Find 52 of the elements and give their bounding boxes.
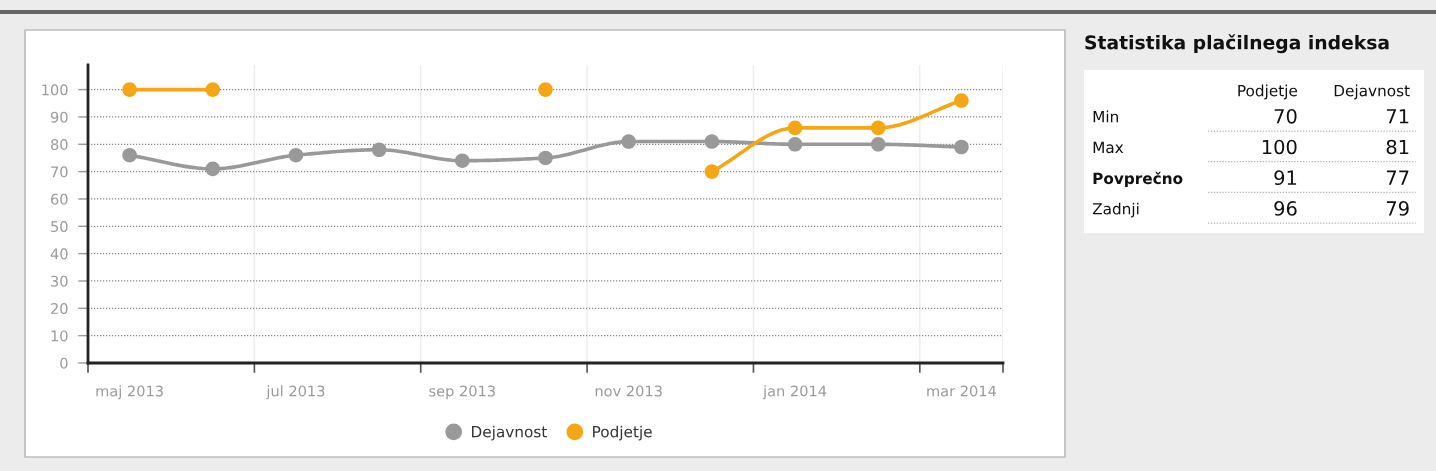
y-tick-label: 0 xyxy=(60,357,68,369)
point xyxy=(621,134,636,149)
point xyxy=(787,120,803,136)
y-tick-label: 40 xyxy=(50,248,68,260)
data-label: 79 xyxy=(1386,201,1409,216)
data-label: 91 xyxy=(1274,170,1297,186)
category-label: Min xyxy=(1093,110,1118,123)
point xyxy=(704,134,720,149)
point xyxy=(538,150,553,166)
data-label: 96 xyxy=(1274,201,1297,216)
y-tick-label: 60 xyxy=(51,193,68,205)
point xyxy=(870,120,886,136)
y-tick-label: 70 xyxy=(51,166,68,178)
y-tick-label: 80 xyxy=(50,139,68,151)
text: Dejavnost xyxy=(1334,84,1410,100)
point xyxy=(455,153,470,168)
point xyxy=(704,164,720,179)
data-label: 81 xyxy=(1386,139,1409,155)
point xyxy=(205,82,221,97)
legend-label: Podjetje xyxy=(593,425,652,441)
point xyxy=(870,137,886,152)
legend-label: Dejavnost xyxy=(472,425,547,441)
data-label: 71 xyxy=(1386,109,1409,124)
y-tick-label: 10 xyxy=(51,330,68,342)
series-label: Podjetje xyxy=(1238,84,1298,100)
y-tick-label: 20 xyxy=(51,303,68,315)
x-tick-label: maj 2013 xyxy=(96,385,163,400)
x-tick-label: mar 2014 xyxy=(927,385,997,397)
point xyxy=(371,142,387,158)
point xyxy=(122,82,137,97)
data-label: 70 xyxy=(1274,108,1297,124)
category-label: Zadnji xyxy=(1092,202,1139,218)
point xyxy=(538,82,553,97)
y-tick-label: 50 xyxy=(51,221,68,233)
point xyxy=(787,137,803,152)
point xyxy=(954,139,969,155)
point xyxy=(954,93,969,108)
point xyxy=(122,147,137,163)
x-tick-label: jan 2014 xyxy=(762,385,827,400)
point xyxy=(288,147,304,163)
point xyxy=(205,161,221,177)
text: Statistika plačilnega indeksa xyxy=(1085,34,1389,54)
data-label: 100 xyxy=(1262,139,1297,155)
data-label: 77 xyxy=(1386,170,1409,185)
x-tick-label: jul 2013 xyxy=(266,385,325,400)
x-tick-label: sep 2013 xyxy=(429,385,495,400)
x-tick-label: nov 2013 xyxy=(595,385,662,397)
y-tick-label: 100 xyxy=(42,84,68,96)
category-label: Max xyxy=(1093,141,1124,154)
category-label: Povprečno xyxy=(1093,171,1183,188)
y-tick-label: 90 xyxy=(50,111,68,123)
y-tick-label: 30 xyxy=(51,275,68,287)
